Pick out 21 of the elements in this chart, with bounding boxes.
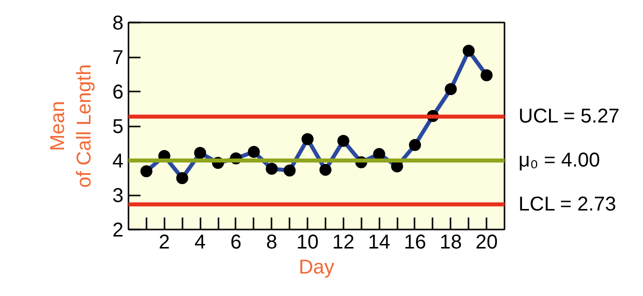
x-tick-label: 12: [332, 232, 354, 254]
y-tick-label: 6: [112, 82, 124, 104]
x-tick-label: 16: [404, 232, 426, 254]
y-tick-label: 7: [112, 47, 124, 69]
x-tick-label: 14: [368, 232, 390, 254]
x-axis-title: Day: [298, 256, 334, 278]
x-tick-label: 2: [158, 232, 170, 254]
ref-line-label: UCL = 5.27: [518, 106, 620, 128]
y-axis-title: Mean of Call Length: [46, 64, 96, 188]
x-tick-label: 10: [296, 232, 319, 254]
y-tick-label: 4: [112, 150, 124, 172]
x-tick-label: 8: [266, 232, 278, 254]
x-tick-label: 20: [475, 232, 498, 254]
x-tick-label: 4: [194, 232, 206, 254]
ref-line-label: LCL = 2.73: [518, 193, 616, 216]
ref-line-label: μ₀ = 4.00: [518, 150, 600, 172]
y-tick-label: 3: [112, 185, 124, 207]
x-tick-label: 18: [440, 232, 462, 254]
x-tick-label: 6: [230, 232, 242, 254]
y-tick-label: 8: [112, 12, 124, 34]
y-tick-label: 5: [112, 116, 124, 138]
